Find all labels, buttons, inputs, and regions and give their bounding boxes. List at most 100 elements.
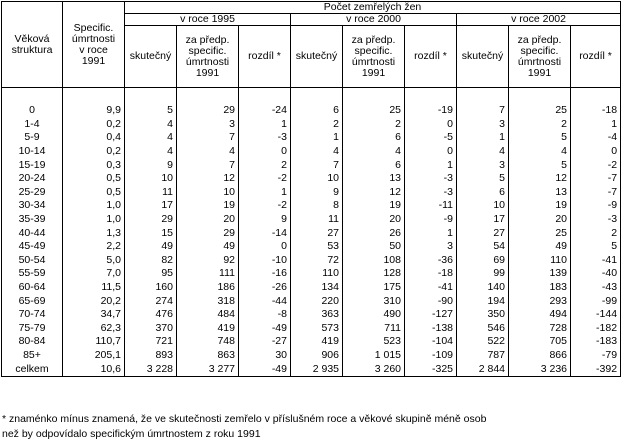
value-cell: -49 (238, 362, 291, 377)
value-cell: -9 (404, 212, 457, 227)
value-cell: 318 (176, 294, 239, 308)
age-cell: 80-84 (1, 335, 63, 349)
value-cell: -11 (404, 199, 457, 213)
age-cell: 20-24 (1, 171, 63, 186)
value-cell: -325 (404, 362, 457, 377)
value-cell: -3 (404, 185, 457, 200)
value-cell: -41 (404, 280, 457, 295)
value-cell: 0 (238, 144, 291, 159)
value-cell: 2 (342, 117, 405, 132)
value-cell: 4 (124, 131, 177, 145)
value-cell: 721 (124, 335, 177, 349)
value-cell: 50 (342, 239, 405, 254)
value-cell: -41 (569, 253, 622, 268)
value-cell: 906 (290, 348, 343, 363)
value-cell: 2 (569, 226, 622, 240)
value-cell: 25 (342, 104, 405, 118)
value-cell: 10 (456, 199, 509, 213)
value-cell: 13 (342, 171, 405, 186)
value-cell: 2,2 (62, 239, 125, 254)
value-cell: 3 236 (508, 362, 571, 377)
value-cell: 0 (404, 144, 457, 159)
value-cell: 484 (176, 307, 239, 322)
spacer-cell (342, 87, 405, 104)
age-header: Věková struktura (1, 1, 63, 88)
value-cell: 111 (176, 267, 239, 281)
age-cell: 50-54 (1, 253, 63, 268)
value-cell: 20 (176, 212, 239, 227)
value-cell: 17 (124, 199, 177, 213)
data-row: 35-39 1,0 29 20 9 11 20 -9 17 20 -3 (1, 212, 622, 227)
value-cell: -18 (404, 267, 457, 281)
spacer-cell (456, 87, 509, 104)
data-row: 40-44 1,3 15 29 -14 27 26 1 27 25 2 (1, 226, 622, 240)
data-row: 30-34 1,0 17 19 -2 8 19 -11 10 19 -9 (1, 199, 622, 213)
age-cell: celkem (1, 362, 63, 377)
value-cell: -182 (569, 321, 622, 336)
value-cell: 11,5 (62, 280, 125, 295)
value-cell: -16 (238, 267, 291, 281)
value-cell: 1,3 (62, 226, 125, 240)
value-cell: 3 (456, 117, 509, 132)
value-cell: -3 (404, 171, 457, 186)
value-cell: 53 (290, 239, 343, 254)
value-cell: 19 (508, 199, 571, 213)
value-cell: 49 (508, 239, 571, 254)
value-cell: 2 (238, 158, 291, 172)
value-cell: 0 (238, 239, 291, 254)
data-row: 65-69 20,2 274 318 -44 220 310 -90 194 293 -99 (1, 294, 622, 308)
value-cell: 4 (176, 144, 239, 159)
value-cell: 12 (342, 185, 405, 200)
data-row: 85+ 205,1 893 863 30 906 1 015 -109 787 866 -79 (1, 348, 622, 363)
value-cell: 19 (342, 199, 405, 213)
sub-header: za předp. specific. úmrtnosti 1991 (342, 25, 405, 88)
age-cell: 0 (1, 104, 63, 118)
value-cell: 11 (124, 185, 177, 200)
value-cell: -18 (569, 104, 622, 118)
value-cell: 0 (569, 144, 622, 159)
header-row: skutečný za předp. specific. úmrtnosti 19… (2, 25, 622, 88)
value-cell: 2 (290, 117, 343, 132)
value-cell: 1 (404, 158, 457, 172)
value-cell: -90 (404, 294, 457, 308)
value-cell: 139 (508, 267, 571, 281)
value-cell: -8 (238, 307, 291, 322)
spacer (1, 87, 622, 104)
value-cell: 705 (508, 335, 571, 349)
value-cell: -44 (238, 294, 291, 308)
data-row: celkem 10,6 3 228 3 277 -49 2 935 3 260 -325 2 8… (1, 362, 622, 377)
value-cell: 893 (124, 348, 177, 363)
age-cell: 55-59 (1, 267, 63, 281)
value-cell: 134 (290, 280, 343, 295)
value-cell: 17 (456, 212, 509, 227)
value-cell: 9 (124, 158, 177, 172)
age-cell: 60-64 (1, 280, 63, 295)
value-cell: 10 (124, 171, 177, 186)
value-cell: 205,1 (62, 348, 125, 363)
age-cell: 75-79 (1, 321, 63, 336)
value-cell: 27 (290, 226, 343, 240)
value-cell: 27 (456, 226, 509, 240)
value-cell: -27 (238, 335, 291, 349)
value-cell: 194 (456, 294, 509, 308)
value-cell: 293 (508, 294, 571, 308)
value-cell: -104 (404, 335, 457, 349)
value-cell: 49 (176, 239, 239, 254)
value-cell: 7 (456, 104, 509, 118)
data-row: 5-9 0,4 4 7 -3 1 6 -5 1 5 -4 (1, 131, 622, 145)
value-cell: 1 015 (342, 348, 405, 363)
value-cell: 26 (342, 226, 405, 240)
age-cell: 5-9 (1, 131, 63, 145)
value-cell: 15 (124, 226, 177, 240)
age-cell: 1-4 (1, 117, 63, 132)
value-cell: 9,9 (62, 104, 125, 118)
value-cell: 10 (176, 185, 239, 200)
value-cell: 1 (238, 185, 291, 200)
value-cell: 3 (404, 239, 457, 254)
value-cell: 5,0 (62, 253, 125, 268)
value-cell: -7 (569, 171, 622, 186)
value-cell: 310 (342, 294, 405, 308)
sub-header: skutečný (456, 25, 509, 88)
data-table: Věková struktura Specific. úmrtnosti v ro… (1, 1, 622, 377)
value-cell: 108 (342, 253, 405, 268)
